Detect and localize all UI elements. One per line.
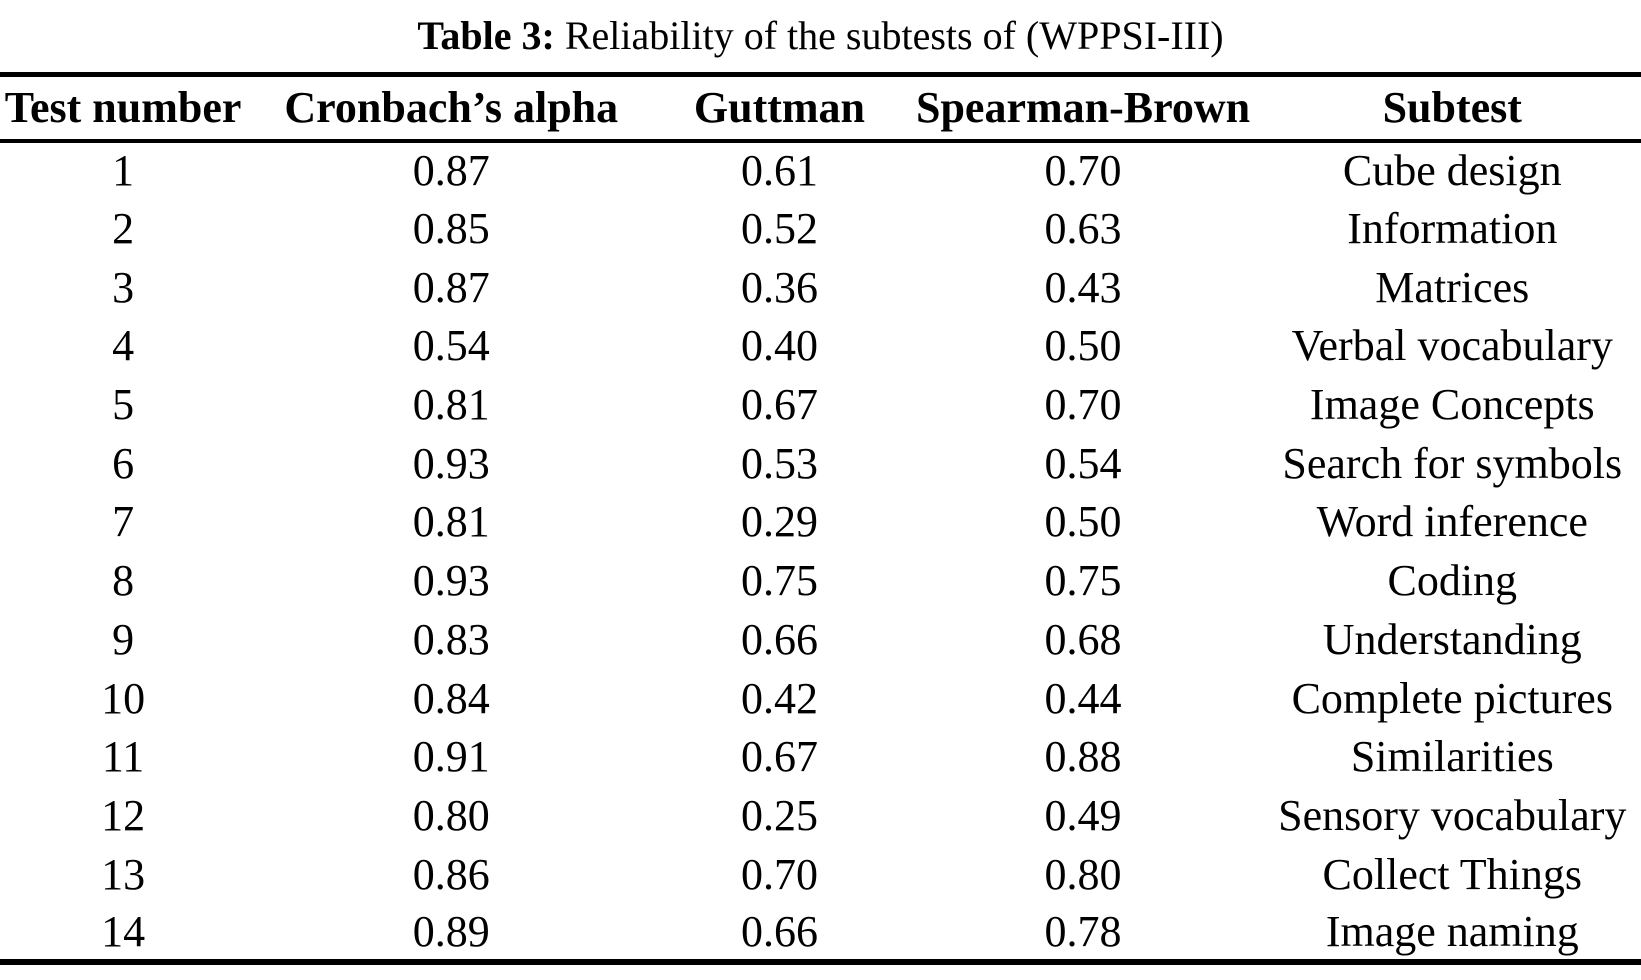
cell-guttman: 0.42 [740,673,818,723]
table-row: 5 0.81 0.67 0.70 Image Concepts [0,375,1641,434]
cell-test-number: 14 [101,906,146,956]
cell-test-number: 8 [112,556,135,606]
cell-spearman-brown: 0.70 [1044,146,1122,196]
cell-guttman: 0.29 [740,497,818,547]
cell-cronbach-alpha: 0.89 [412,906,490,956]
cell-test-number: 9 [112,614,135,664]
cell-spearman-brown: 0.70 [1044,380,1122,430]
cell-spearman-brown: 0.78 [1044,906,1122,956]
table-row: 9 0.83 0.66 0.68 Understanding [0,610,1641,669]
cell-guttman: 0.36 [740,262,818,312]
table-row: 4 0.54 0.40 0.50 Verbal vocabulary [0,317,1641,376]
cell-subtest: Matrices [1375,262,1530,312]
cell-spearman-brown: 0.68 [1044,614,1122,664]
cell-subtest: Understanding [1322,614,1582,664]
cell-cronbach-alpha: 0.93 [412,556,490,606]
cell-subtest: Search for symbols [1282,438,1623,488]
table-header-row: Test number Cronbach’s alpha Guttman Spe… [0,74,1641,141]
column-header-spearman-brown: Spearman-Brown [915,83,1251,133]
cell-cronbach-alpha: 0.80 [412,790,490,840]
cell-cronbach-alpha: 0.54 [412,321,490,371]
cell-test-number: 6 [112,438,135,488]
cell-subtest: Image Concepts [1309,380,1595,430]
cell-guttman: 0.70 [740,849,818,899]
cell-subtest: Verbal vocabulary [1291,321,1613,371]
table-caption: Table 3: Reliability of the subtests of … [0,0,1641,64]
column-header-guttman: Guttman [693,83,866,133]
column-header-cronbach-alpha: Cronbach’s alpha [284,83,619,133]
cell-test-number: 1 [112,146,135,196]
cell-subtest: Cube design [1342,146,1562,196]
cell-guttman: 0.52 [740,204,818,254]
cell-spearman-brown: 0.43 [1044,262,1122,312]
cell-spearman-brown: 0.54 [1044,438,1122,488]
cell-guttman: 0.53 [740,438,818,488]
cell-spearman-brown: 0.80 [1044,849,1122,899]
cell-spearman-brown: 0.49 [1044,790,1122,840]
table-row: 1 0.87 0.61 0.70 Cube design [0,141,1641,200]
table-caption-text: Reliability of the subtests of (WPPSI-II… [564,13,1224,58]
cell-spearman-brown: 0.75 [1044,556,1122,606]
cell-spearman-brown: 0.44 [1044,673,1122,723]
table-row: 6 0.93 0.53 0.54 Search for symbols [0,434,1641,493]
table-row: 2 0.85 0.52 0.63 Information [0,199,1641,258]
cell-spearman-brown: 0.50 [1044,321,1122,371]
cell-cronbach-alpha: 0.81 [412,497,490,547]
cell-subtest: Information [1347,204,1558,254]
cell-spearman-brown: 0.50 [1044,497,1122,547]
table-row: 13 0.86 0.70 0.80 Collect Things [0,845,1641,904]
cell-guttman: 0.61 [740,146,818,196]
cell-test-number: 2 [112,204,135,254]
cell-cronbach-alpha: 0.93 [412,438,490,488]
cell-cronbach-alpha: 0.83 [412,614,490,664]
table-caption-label: Table 3: [417,13,555,58]
column-header-subtest: Subtest [1382,83,1522,133]
cell-guttman: 0.75 [740,556,818,606]
cell-spearman-brown: 0.88 [1044,732,1122,782]
table-row: 14 0.89 0.66 0.78 Image naming [0,903,1641,962]
reliability-table: Test number Cronbach’s alpha Guttman Spe… [0,72,1641,965]
cell-subtest: Similarities [1350,732,1554,782]
cell-cronbach-alpha: 0.87 [412,146,490,196]
table-row: 12 0.80 0.25 0.49 Sensory vocabulary [0,786,1641,845]
cell-cronbach-alpha: 0.87 [412,262,490,312]
cell-test-number: 13 [101,849,146,899]
table-body: 1 0.87 0.61 0.70 Cube design 2 0.85 0.52… [0,141,1641,963]
cell-cronbach-alpha: 0.86 [412,849,490,899]
cell-test-number: 12 [101,790,146,840]
cell-test-number: 5 [112,380,135,430]
cell-subtest: Image naming [1325,906,1579,956]
cell-guttman: 0.67 [740,732,818,782]
table-row: 10 0.84 0.42 0.44 Complete pictures [0,669,1641,728]
cell-subtest: Coding [1387,556,1518,606]
cell-guttman: 0.40 [740,321,818,371]
cell-guttman: 0.25 [740,790,818,840]
cell-subtest: Complete pictures [1291,673,1613,723]
cell-guttman: 0.67 [740,380,818,430]
cell-test-number: 10 [101,673,146,723]
cell-test-number: 4 [112,321,135,371]
cell-subtest: Word inference [1316,497,1588,547]
cell-spearman-brown: 0.63 [1044,204,1122,254]
cell-test-number: 11 [101,732,145,782]
table-row: 7 0.81 0.29 0.50 Word inference [0,493,1641,552]
cell-cronbach-alpha: 0.81 [412,380,490,430]
table-row: 3 0.87 0.36 0.43 Matrices [0,258,1641,317]
cell-guttman: 0.66 [740,614,818,664]
cell-cronbach-alpha: 0.84 [412,673,490,723]
table-row: 8 0.93 0.75 0.75 Coding [0,551,1641,610]
cell-subtest: Sensory vocabulary [1278,790,1627,840]
cell-test-number: 7 [112,497,135,547]
cell-test-number: 3 [112,262,135,312]
column-header-test-number: Test number [4,83,242,133]
table-row: 11 0.91 0.67 0.88 Similarities [0,727,1641,786]
cell-subtest: Collect Things [1322,849,1583,899]
cell-cronbach-alpha: 0.91 [412,732,490,782]
cell-guttman: 0.66 [740,906,818,956]
cell-cronbach-alpha: 0.85 [412,204,490,254]
